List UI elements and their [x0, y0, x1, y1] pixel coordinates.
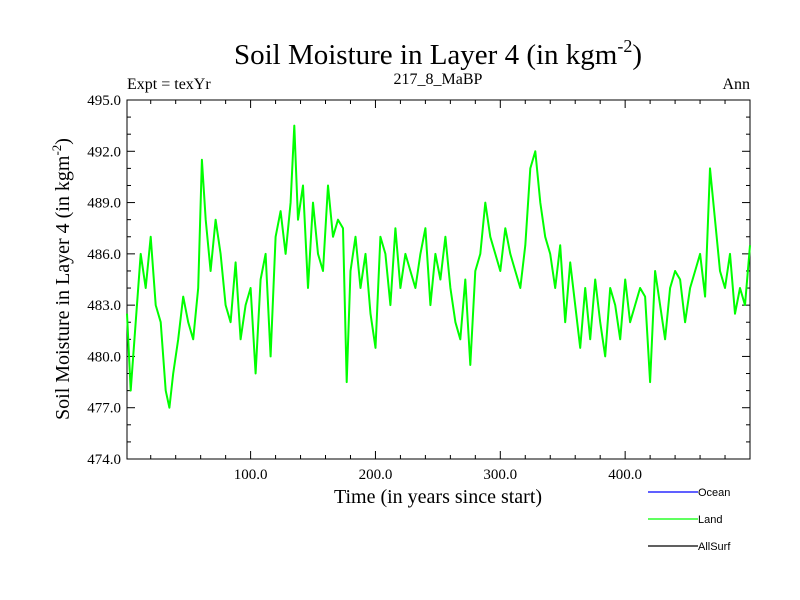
y-axis-ticks: 474.0 477.0 480.0 483.0 486.0 489.0 492.0 495.0 [87, 93, 750, 468]
y-tick-label: 474.0 [87, 452, 121, 468]
plot-area [126, 124, 751, 409]
legend-label-allsurf: AllSurf [698, 541, 731, 553]
series-line-land [126, 124, 751, 409]
legend: Ocean Land AllSurf [648, 487, 731, 553]
x-axis-label: Time (in years since start) [334, 486, 542, 508]
subtitle-left: Expt = texYr [127, 76, 211, 93]
y-tick-label: 480.0 [87, 349, 121, 365]
y-axis-label-main: Soil Moisture in Layer 4 (in kgm [52, 155, 74, 420]
y-tick-label: 477.0 [87, 401, 121, 417]
y-axis-label: Soil Moisture in Layer 4 (in kgm-2) [49, 138, 74, 420]
x-axis-ticks: 100.0 200.0 300.0 400.0 [150, 100, 726, 483]
y-axis-label-close: ) [52, 138, 74, 145]
legend-label-ocean: Ocean [698, 487, 730, 499]
subtitle-right: Ann [722, 76, 750, 93]
x-tick-label: 400.0 [608, 467, 642, 483]
chart-title: Soil Moisture in Layer 4 (in kgm-2) [234, 36, 642, 71]
x-tick-label: 100.0 [234, 467, 268, 483]
y-axis-label-sup: -2 [49, 145, 64, 156]
y-tick-label: 489.0 [87, 196, 121, 212]
x-tick-label: 200.0 [359, 467, 393, 483]
plot-frame [126, 99, 751, 460]
chart-title-main: Soil Moisture in Layer 4 (in kgm [234, 39, 618, 71]
legend-label-land: Land [698, 514, 722, 526]
chart-title-sup: -2 [617, 36, 632, 56]
y-tick-label: 483.0 [87, 298, 121, 314]
y-tick-label: 495.0 [87, 93, 121, 109]
y-tick-label: 486.0 [87, 247, 121, 263]
x-tick-label: 300.0 [483, 467, 517, 483]
y-tick-label: 492.0 [87, 144, 121, 160]
subtitle-center: 217_8_MaBP [394, 71, 483, 88]
chart-title-close: ) [632, 39, 642, 71]
